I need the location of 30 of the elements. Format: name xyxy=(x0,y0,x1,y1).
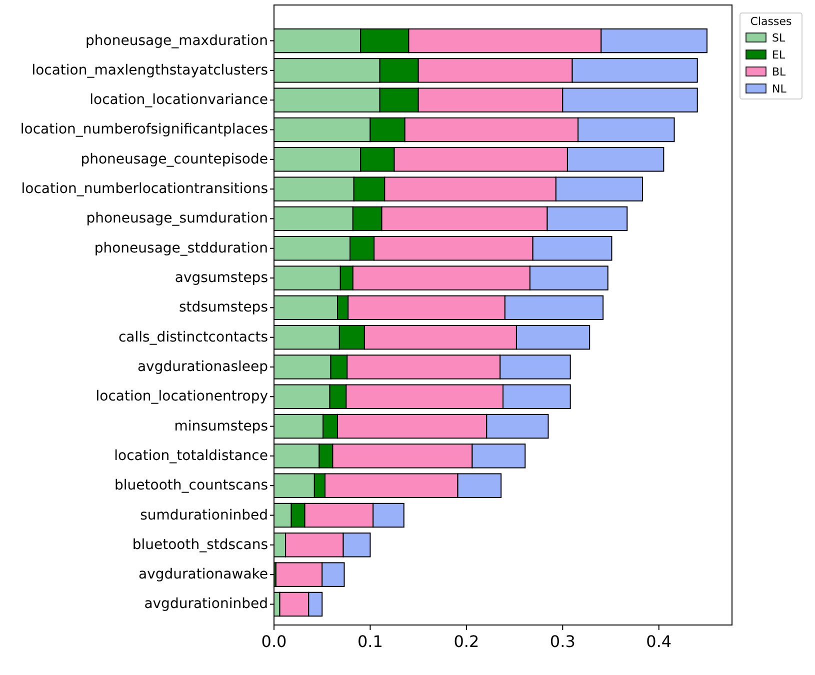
y-tick-label: avgdurationinbed xyxy=(144,596,268,612)
legend-title: Classes xyxy=(750,15,792,28)
y-tick-label: calls_distinctcontacts xyxy=(118,329,268,346)
y-tick-label: location_locationentropy xyxy=(96,388,268,405)
legend-label: NL xyxy=(772,82,788,96)
y-tick-label: location_numberlocationtransitions xyxy=(21,181,268,198)
y-tick-label: location_locationvariance xyxy=(90,92,268,108)
legend-label: BL xyxy=(772,66,787,78)
y-tick-label: phoneusage_stdduration xyxy=(94,240,268,256)
y-tick-label: bluetooth_countscans xyxy=(114,478,268,494)
y-tick-label: stdsumsteps xyxy=(178,300,268,316)
y-tick-label: location_maxlengthstayatclusters xyxy=(32,62,268,78)
legend-label: SL xyxy=(772,32,786,44)
x-tick-label: 0.4 xyxy=(646,632,672,651)
x-tick-label: 0.2 xyxy=(454,632,480,651)
y-tick-label: sumdurationinbed xyxy=(140,507,268,524)
y-tick-label: avgdurationawake xyxy=(138,566,268,583)
y-tick-label: location_numberofsignificantplaces xyxy=(20,122,268,138)
x-tick-label: 0.3 xyxy=(550,632,576,651)
y-tick-label: avgdurationasleep xyxy=(137,358,268,375)
x-tick-label: 0.1 xyxy=(357,632,383,651)
y-tick-label: phoneusage_maxduration xyxy=(86,32,268,49)
y-tick-label: location_totaldistance xyxy=(114,448,268,464)
y-tick-label: bluetooth_stdscans xyxy=(132,536,268,553)
y-tick-label: phoneusage_sumduration xyxy=(86,210,268,227)
legend-label: EL xyxy=(772,48,786,62)
x-tick-label: 0.0 xyxy=(261,632,287,651)
y-tick-label: phoneusage_countepisode xyxy=(80,151,268,168)
y-tick-label: avgsumsteps xyxy=(174,270,268,286)
y-tick-label: minsumsteps xyxy=(174,418,268,434)
